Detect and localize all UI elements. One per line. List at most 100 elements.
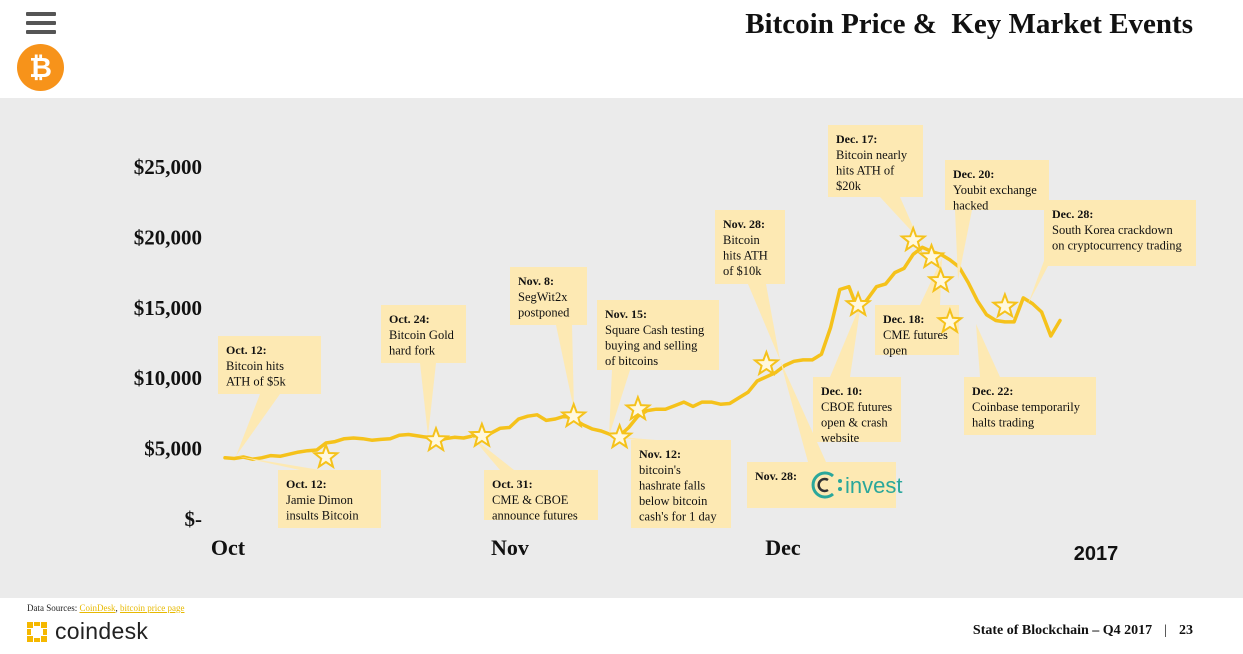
event-star-marker [917,242,946,270]
annotation-text: open & crash [821,416,888,430]
annotation-text: of $10k [723,264,762,278]
bitcoin-logo-icon: ₿ [17,44,64,91]
annotation-text: ATH of $5k [226,375,286,389]
annotation-pointer [1028,250,1048,304]
annotation-text: Jamie Dimon [286,493,354,507]
annotation-text: postponed [518,306,570,320]
footer-separator: | [1164,623,1167,638]
report-name: State of Blockchain – Q4 2017 [972,623,1153,638]
y-tick-label: $20,000 [134,225,202,249]
annotation-pointer [420,363,436,436]
annotation-box [597,300,719,370]
x-tick-label: Oct [211,535,246,560]
hamburger-menu-icon[interactable] [26,12,56,38]
page-number: 23 [1179,623,1193,638]
source-link-price-page[interactable]: bitcoin price page [119,603,185,613]
annotation-text: hard fork [389,344,436,358]
annotation-pointer [236,456,320,470]
annotation-box [381,305,466,363]
annotation-text: hits ATH [723,249,768,263]
annotation-text: $20k [836,179,862,193]
annotation-pointer [830,303,861,377]
event-star-marker [623,394,653,422]
annotation-box [945,160,1049,210]
event-star-marker [843,290,873,318]
year-label: 2017 [1074,543,1119,565]
coindesk-wordmark: coindesk [55,618,149,644]
annotation-text: CME & CBOE [492,493,569,507]
annotation-pointer [748,284,780,360]
x-tick-label: Dec [765,535,801,560]
source-separator: , [115,603,120,613]
annotation-text: hits ATH of [836,164,895,178]
annotation-text: hacked [953,199,989,213]
y-tick-label: $5,000 [144,437,202,461]
annotation-date: Dec. 18: [883,312,924,326]
annotation-pointer [976,324,1000,377]
annotation-text: insults Bitcoin [286,509,359,523]
annotation-text: cash's for 1 day [639,510,717,524]
annotation-text: Youbit exchange [953,183,1037,197]
event-star-marker [926,266,955,294]
annotation-date: Nov. 8: [518,274,554,288]
invest-colon-dot [838,487,842,491]
page-title: Bitcoin Price & Key Market Events [745,8,1193,40]
annotation-date: Dec. 28: [1052,207,1093,221]
annotation-date: Nov. 15: [605,307,647,321]
annotation-text: open [883,344,908,358]
event-star-marker [752,349,781,377]
annotation-box [278,470,381,528]
annotation-date: Oct. 24: [389,312,430,326]
event-star-marker [467,421,497,448]
annotation-box [1044,200,1196,266]
event-star-marker [559,401,588,429]
annotation-date: Oct. 12: [286,477,327,491]
annotation-text: Coinbase temporarily [972,400,1081,414]
annotation-text: South Korea crackdown [1052,223,1174,237]
invest-logo-icon [811,471,834,499]
annotation-box [510,267,587,325]
invest-colon-dot [838,479,842,483]
annotation-pointer [236,394,280,456]
x-tick-label: Nov [491,535,529,560]
annotation-text: hashrate falls [639,479,705,493]
source-link-coindesk[interactable]: CoinDesk [79,603,116,613]
annotation-box [964,377,1096,435]
event-star-marker [990,291,1020,319]
annotation-date: Oct. 12: [226,343,267,357]
annotation-pointer [920,258,942,305]
event-star-marker [605,422,634,450]
data-sources-label: Data Sources: [27,603,80,613]
svg-text:₿: ₿ [29,51,52,84]
y-tick-label: $25,000 [134,155,202,179]
annotation-date: Dec. 22: [972,384,1013,398]
annotation-box [747,462,896,508]
event-star-marker [935,306,965,334]
y-tick-label: $15,000 [134,296,202,320]
annotation-text: below bitcoin [639,494,708,508]
annotation-box [484,470,598,520]
invest-logo-text: invest [845,473,902,498]
annotation-text: on cryptocurrency trading [1052,239,1183,253]
annotation-text: of bitcoins [605,354,658,368]
annotation-text: CBOE futures [821,400,892,414]
annotation-pointer [471,436,514,470]
y-tick-label: $10,000 [134,366,202,390]
annotation-pointer [609,370,630,436]
invest-logo-inner-icon [817,477,829,493]
annotation-text: bitcoin's [639,463,681,477]
annotation-text: Bitcoin hits [226,359,284,373]
annotation-box [828,125,923,197]
annotation-text: announce futures [492,509,578,523]
annotation-text: SegWit2x [518,290,568,304]
annotation-date: Dec. 17: [836,132,877,146]
annotation-box [218,336,321,394]
y-tick-label: $- [185,507,203,531]
report-footer: State of Blockchain – Q4 2017 | 23 [973,623,1193,639]
data-sources: Data Sources: CoinDesk, bitcoin price pa… [27,603,184,613]
annotation-text: halts trading [972,416,1035,430]
annotation-date: Nov. 28: [755,469,797,483]
annotation-text: CME futures [883,328,948,342]
annotation-text: Square Cash testing [605,323,705,337]
